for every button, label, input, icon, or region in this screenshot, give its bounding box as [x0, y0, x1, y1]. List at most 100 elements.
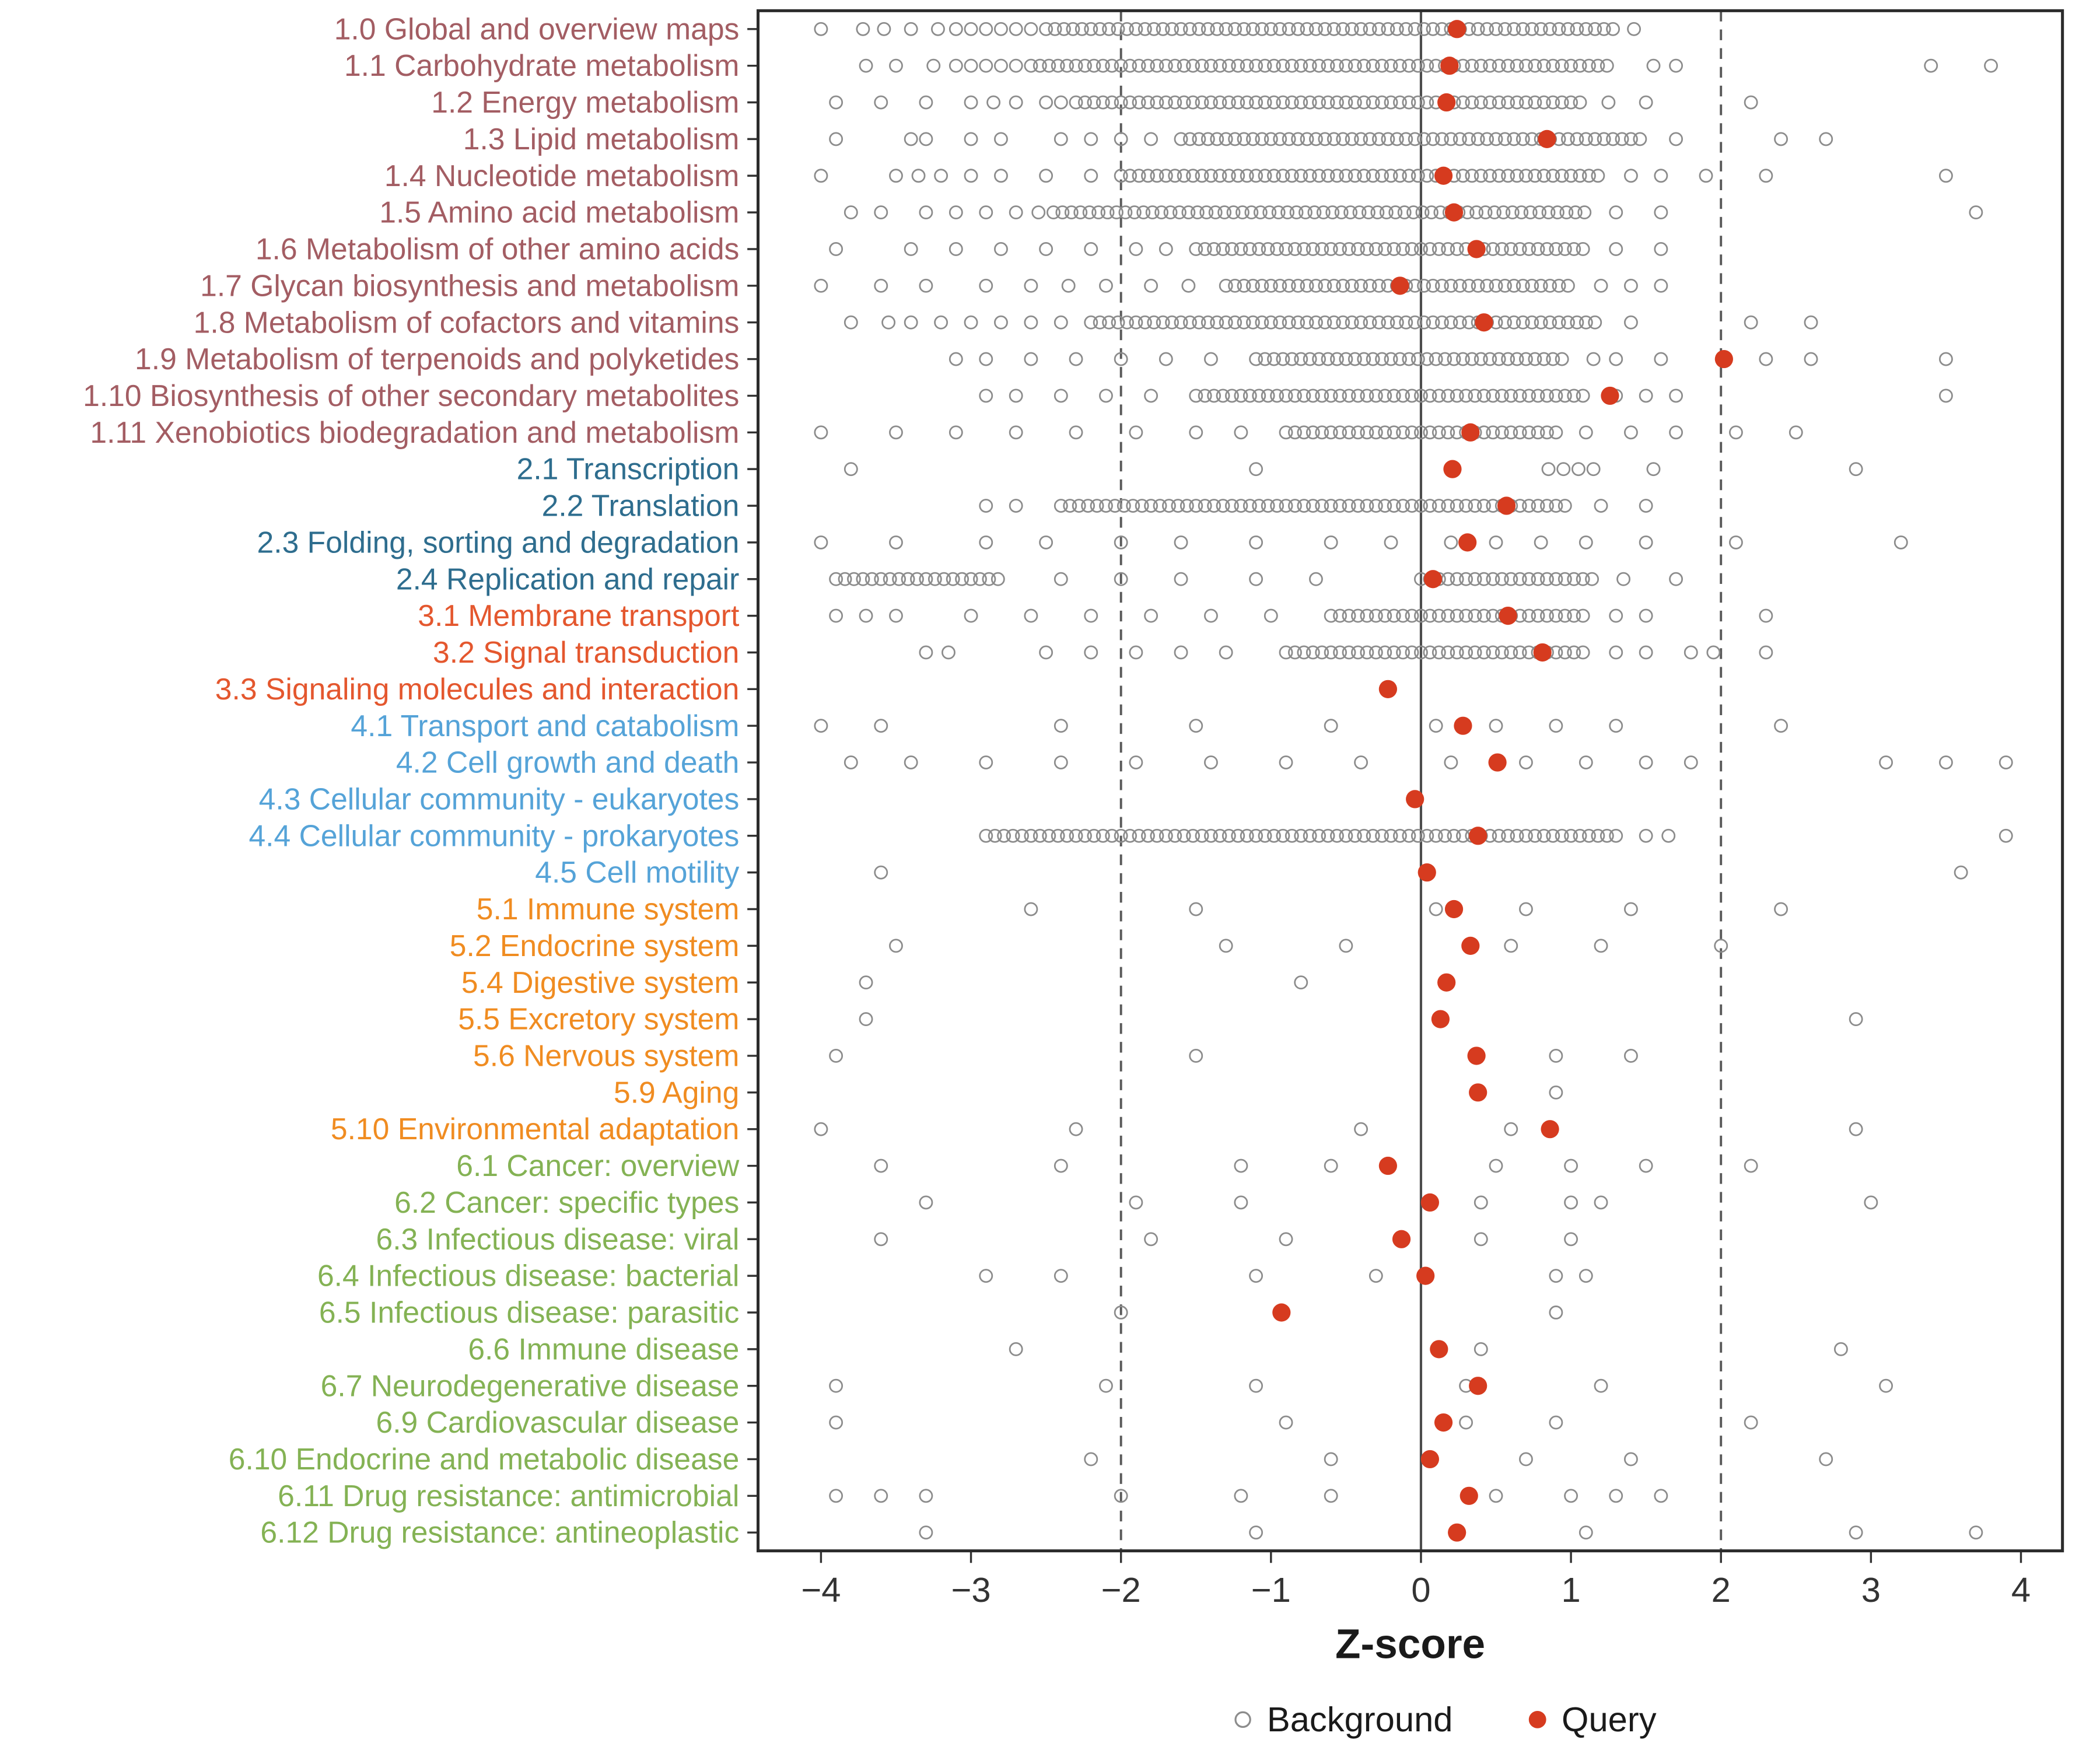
background-point [994, 132, 1008, 146]
background-point [1498, 132, 1512, 146]
background-point [1222, 95, 1236, 110]
background-point [1435, 278, 1449, 293]
category-label: 3.1 Membrane transport [418, 598, 739, 632]
background-point [1488, 205, 1502, 220]
background-point [1405, 499, 1419, 513]
background-point [1489, 1489, 1503, 1503]
category-label: 4.2 Cell growth and death [396, 746, 740, 779]
background-point [1357, 828, 1371, 843]
background-point [1578, 315, 1593, 330]
background-point [1234, 242, 1248, 256]
background-point [1351, 645, 1365, 660]
query-point [1430, 1340, 1448, 1359]
background-point [1492, 169, 1506, 183]
background-point [1039, 535, 1054, 550]
background-point [1591, 169, 1605, 183]
background-point [1141, 828, 1155, 843]
background-point [1541, 462, 1556, 477]
background-point [1273, 315, 1287, 330]
background-point [1231, 828, 1245, 843]
background-point [1174, 645, 1188, 660]
background-point [1549, 572, 1563, 586]
background-point [1195, 95, 1209, 110]
background-point [1307, 205, 1322, 220]
background-point [926, 58, 941, 73]
background-point [1180, 499, 1194, 513]
background-point [1345, 132, 1359, 146]
background-point [1144, 1232, 1158, 1247]
background-point [1447, 828, 1461, 843]
background-point [1390, 315, 1404, 330]
background-point [1699, 169, 1713, 183]
background-point [1261, 388, 1275, 403]
background-point [1396, 425, 1410, 440]
background-point [919, 132, 933, 146]
background-point [1363, 315, 1377, 330]
background-point [904, 242, 918, 256]
background-point [1432, 425, 1446, 440]
background-point [1864, 1195, 1878, 1210]
background-point [1546, 58, 1560, 73]
background-point [1494, 242, 1509, 256]
background-point [1024, 58, 1038, 73]
background-point [934, 315, 949, 330]
category-label: 6.9 Cardiovascular disease [376, 1405, 739, 1439]
background-point [814, 425, 828, 440]
background-point [1804, 352, 1818, 366]
background-point [1009, 425, 1023, 440]
background-point [1144, 499, 1158, 513]
background-point [1219, 22, 1233, 36]
x-tick-label: −4 [801, 1570, 841, 1609]
background-point [829, 572, 844, 586]
background-point [1510, 352, 1524, 366]
background-point [1084, 242, 1098, 256]
category-label: 5.1 Immune system [477, 892, 740, 926]
background-point [1312, 169, 1326, 183]
background-point [829, 1378, 844, 1393]
background-point [1969, 1525, 1983, 1540]
background-point [1549, 1306, 1563, 1320]
background-point [1249, 1269, 1264, 1283]
background-point [1093, 22, 1107, 36]
background-point [1348, 352, 1362, 366]
background-point [1586, 352, 1601, 366]
background-point [1819, 1452, 1833, 1466]
background-point [1330, 58, 1344, 73]
background-point [1492, 828, 1506, 843]
background-point [1522, 608, 1536, 623]
background-point [1306, 388, 1320, 403]
background-point [1303, 169, 1317, 183]
background-point [1528, 352, 1542, 366]
x-tick-label: −1 [1251, 1570, 1291, 1609]
background-point [949, 58, 963, 73]
background-point [1474, 169, 1488, 183]
background-point [1114, 572, 1128, 586]
query-point [1378, 680, 1397, 698]
query-point [1538, 130, 1556, 148]
background-point [1039, 645, 1054, 660]
background-point [994, 242, 1008, 256]
background-point [1534, 315, 1548, 330]
background-point [1774, 902, 1788, 916]
background-point [1624, 425, 1638, 440]
background-point [1477, 645, 1491, 660]
background-point [1561, 22, 1575, 36]
query-point [1420, 1193, 1439, 1212]
background-point [964, 315, 978, 330]
background-point [1192, 22, 1206, 36]
background-point [1069, 352, 1083, 366]
background-point [911, 169, 926, 183]
background-point [1006, 828, 1020, 843]
background-point [979, 828, 993, 843]
background-point [1279, 425, 1293, 440]
background-point [1261, 499, 1275, 513]
background-point [1216, 499, 1230, 513]
background-point [1074, 22, 1089, 36]
category-label: 1.9 Metabolism of terpenoids and polyket… [135, 342, 739, 376]
background-point [1471, 132, 1485, 146]
query-point [1444, 203, 1464, 222]
category-label: 1.2 Energy metabolism [431, 85, 739, 119]
query-point [1423, 570, 1443, 589]
background-point [1714, 939, 1728, 953]
background-point [1315, 645, 1329, 660]
